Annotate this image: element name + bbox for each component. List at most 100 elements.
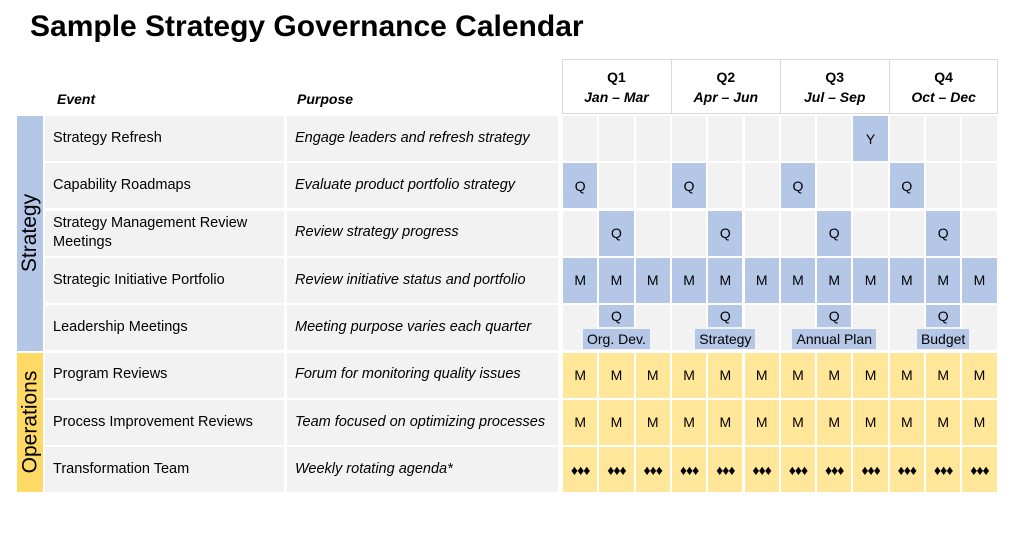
quarter-label: Q3 <box>825 68 845 85</box>
month-cell: M <box>708 257 743 303</box>
event-cell: Strategy Refresh <box>45 116 284 161</box>
purpose-cell: Meeting purpose varies each quarter <box>287 305 558 351</box>
quarter-header: Q2 Apr – Jun <box>670 59 780 114</box>
month-cell: M <box>780 352 816 398</box>
quarter-marker: Q <box>708 305 743 328</box>
month-cell: M <box>708 399 743 445</box>
group-label: Operations <box>18 371 42 474</box>
month-cell: Q <box>889 163 924 209</box>
month-cell: M <box>853 352 888 398</box>
month-cell: M <box>962 257 997 303</box>
quarter-header: Q4 Oct – Dec <box>888 59 998 114</box>
month-cell: ♦♦♦ <box>889 447 924 493</box>
purpose-cell: Review initiative status and portfolio <box>287 257 558 303</box>
month-cell <box>599 116 634 161</box>
note-wrap: Strategy <box>671 329 780 350</box>
month-cell: M <box>889 399 924 445</box>
month-cell: Q <box>563 163 598 209</box>
month-cell <box>671 210 707 256</box>
quarter-months: Oct – Dec <box>911 88 976 105</box>
quarter-note: Annual Plan <box>792 329 876 350</box>
title: Sample Strategy Governance Calendar <box>30 10 584 43</box>
month-cell <box>889 116 924 161</box>
quarter-note: Budget <box>916 329 970 350</box>
quarter-months: Apr – Jun <box>693 88 759 105</box>
event-cell: Leadership Meetings <box>45 305 284 351</box>
month-cell <box>708 163 743 209</box>
month-cell <box>744 163 779 209</box>
month-cell: M <box>671 352 707 398</box>
group-band: Operations <box>17 352 43 493</box>
month-cell: M <box>926 257 961 303</box>
month-cell: M <box>635 352 670 398</box>
month-cell: M <box>563 352 598 398</box>
month-cell: M <box>671 257 707 303</box>
month-cell: M <box>962 399 997 445</box>
quarter-note: Strategy <box>695 329 756 350</box>
month-cell: ♦♦♦ <box>853 447 888 493</box>
month-cell <box>780 210 816 256</box>
month-cell <box>817 163 852 209</box>
purpose-cell: Team focused on optimizing processes <box>287 399 558 445</box>
month-cell: ♦♦♦ <box>817 447 852 493</box>
month-cell: M <box>744 257 779 303</box>
month-cell <box>926 116 961 161</box>
event-cell: Program Reviews <box>45 352 284 398</box>
month-cell <box>889 210 924 256</box>
month-cell <box>671 116 707 161</box>
event-cell: Strategic Initiative Portfolio <box>45 257 284 303</box>
purpose-cell: Evaluate product portfolio strategy <box>287 163 558 209</box>
purpose-cell: Engage leaders and refresh strategy <box>287 116 558 161</box>
month-cell: M <box>817 352 852 398</box>
month-cell: M <box>671 399 707 445</box>
purpose-cell: Forum for monitoring quality issues <box>287 352 558 398</box>
month-cell: Q <box>926 210 961 256</box>
month-cell: ♦♦♦ <box>926 447 961 493</box>
purpose-cell: Weekly rotating agenda* <box>287 447 558 493</box>
month-cell: M <box>853 399 888 445</box>
note-wrap: Budget <box>889 329 998 350</box>
month-cell: Q <box>780 163 816 209</box>
quarter-label: Q2 <box>716 68 736 85</box>
month-cell <box>635 210 670 256</box>
month-cell: Q <box>599 210 634 256</box>
event-cell: Capability Roadmaps <box>45 163 284 209</box>
purpose-header: Purpose <box>297 91 354 107</box>
quarter-marker: Q <box>926 305 961 328</box>
month-cell: ♦♦♦ <box>962 447 997 493</box>
month-cell: M <box>926 399 961 445</box>
month-cell <box>853 163 888 209</box>
month-cell <box>962 210 997 256</box>
quarter-note: Org. Dev. <box>583 329 650 350</box>
month-cell: M <box>635 257 670 303</box>
month-cell <box>635 116 670 161</box>
month-cell <box>962 163 997 209</box>
month-cell <box>744 116 779 161</box>
month-cell: ♦♦♦ <box>563 447 598 493</box>
month-cell: M <box>962 352 997 398</box>
note-wrap: Annual Plan <box>780 329 889 350</box>
month-cell: M <box>780 399 816 445</box>
month-cell: ♦♦♦ <box>780 447 816 493</box>
month-cell: ♦♦♦ <box>599 447 634 493</box>
month-cell: Q <box>671 163 707 209</box>
month-cell: M <box>853 257 888 303</box>
month-cell: ♦♦♦ <box>744 447 779 493</box>
month-cell: M <box>599 352 634 398</box>
month-cell: M <box>780 257 816 303</box>
month-cell: M <box>708 352 743 398</box>
quarter-header: Q3 Jul – Sep <box>779 59 889 114</box>
event-cell: Strategy Management Review Meetings <box>45 210 284 256</box>
month-cell: M <box>563 257 598 303</box>
month-cell: M <box>635 399 670 445</box>
quarter-label: Q1 <box>607 68 626 85</box>
quarter-label: Q4 <box>934 68 953 85</box>
month-cell: M <box>817 399 852 445</box>
month-cell <box>563 116 598 161</box>
month-cell <box>599 163 634 209</box>
month-cell <box>817 116 852 161</box>
month-cell: ♦♦♦ <box>635 447 670 493</box>
group-label: Strategy <box>18 194 41 273</box>
month-cell: M <box>599 257 634 303</box>
